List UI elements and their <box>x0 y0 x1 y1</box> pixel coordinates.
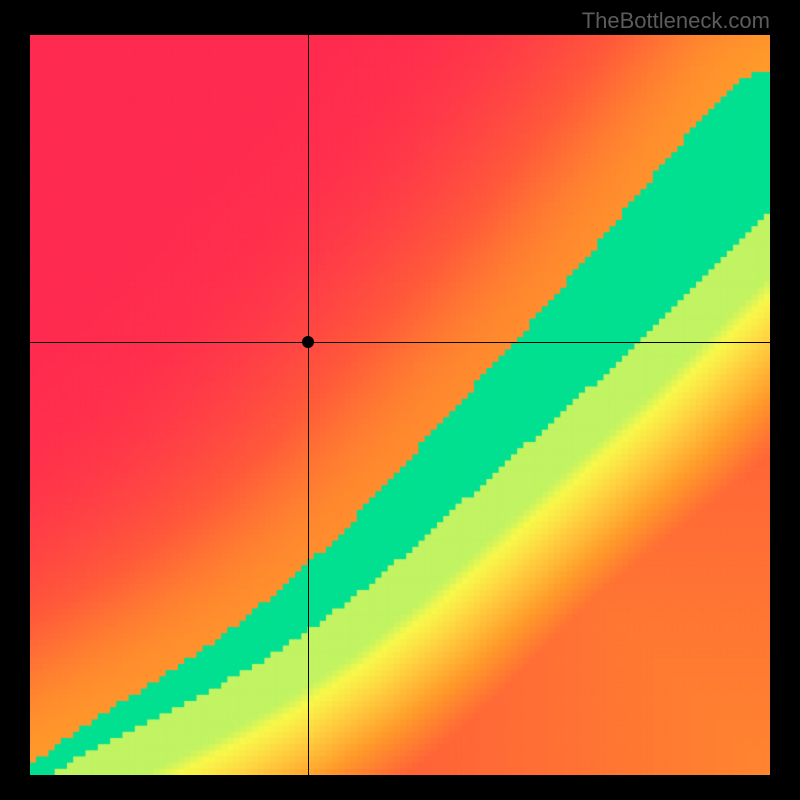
crosshair-vertical-line <box>308 35 309 775</box>
crosshair-horizontal-line <box>30 342 770 343</box>
crosshair-marker-dot <box>302 336 314 348</box>
heatmap-canvas <box>30 35 770 775</box>
bottleneck-heatmap-plot <box>30 35 770 775</box>
watermark-text: TheBottleneck.com <box>582 8 770 34</box>
